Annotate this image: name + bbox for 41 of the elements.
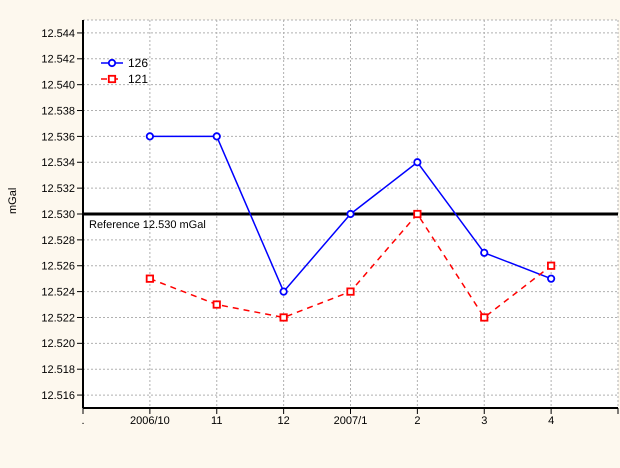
x-tick-label: 11	[211, 414, 222, 427]
y-tick-label: 12.526	[41, 260, 75, 273]
y-tick-label: 12.528	[41, 234, 75, 247]
point	[413, 210, 422, 218]
y-tick-label: 12.542	[41, 54, 75, 66]
x-tick-label: 2007/1	[334, 414, 368, 427]
x-tick-label: 4	[548, 414, 554, 427]
y-tick-label: 12.518	[41, 364, 75, 376]
y-tick-label: 12.524	[41, 286, 75, 299]
point	[346, 210, 355, 218]
point	[280, 288, 288, 296]
y-axis-title: mGal	[6, 188, 19, 214]
y-tick-label: 12.516	[41, 390, 75, 402]
legend-label: 121	[128, 72, 148, 86]
point	[547, 274, 556, 283]
x-tick-label: 2006/10	[130, 414, 170, 427]
x-tick-label: 2	[414, 414, 420, 427]
x-tick-label: .	[81, 414, 85, 427]
y-tick-label: 12.534	[41, 157, 75, 170]
point	[480, 248, 488, 257]
point	[480, 313, 488, 322]
point	[146, 132, 154, 140]
y-tick-label: 12.540	[41, 80, 75, 92]
y-tick-label: 12.532	[41, 183, 75, 196]
ref-line-label: Reference 12.530 mGal	[89, 218, 206, 231]
y-tick-label: 12.530	[41, 208, 75, 221]
y-tick-label: 12.538	[41, 105, 75, 118]
legend-label: 126	[128, 56, 148, 70]
point	[547, 262, 556, 270]
y-tick-label: 12.520	[41, 338, 75, 350]
point	[346, 288, 355, 296]
point	[212, 300, 221, 309]
point	[212, 132, 221, 140]
y-tick-label: 12.536	[41, 131, 75, 144]
x-tick-label: 3	[481, 414, 488, 427]
point	[280, 313, 288, 322]
y-tick-label: 12.544	[41, 28, 75, 40]
y-tick-label: 12.522	[41, 312, 75, 324]
x-tick-label: 12	[278, 414, 290, 427]
point	[413, 158, 422, 166]
point	[146, 274, 154, 283]
